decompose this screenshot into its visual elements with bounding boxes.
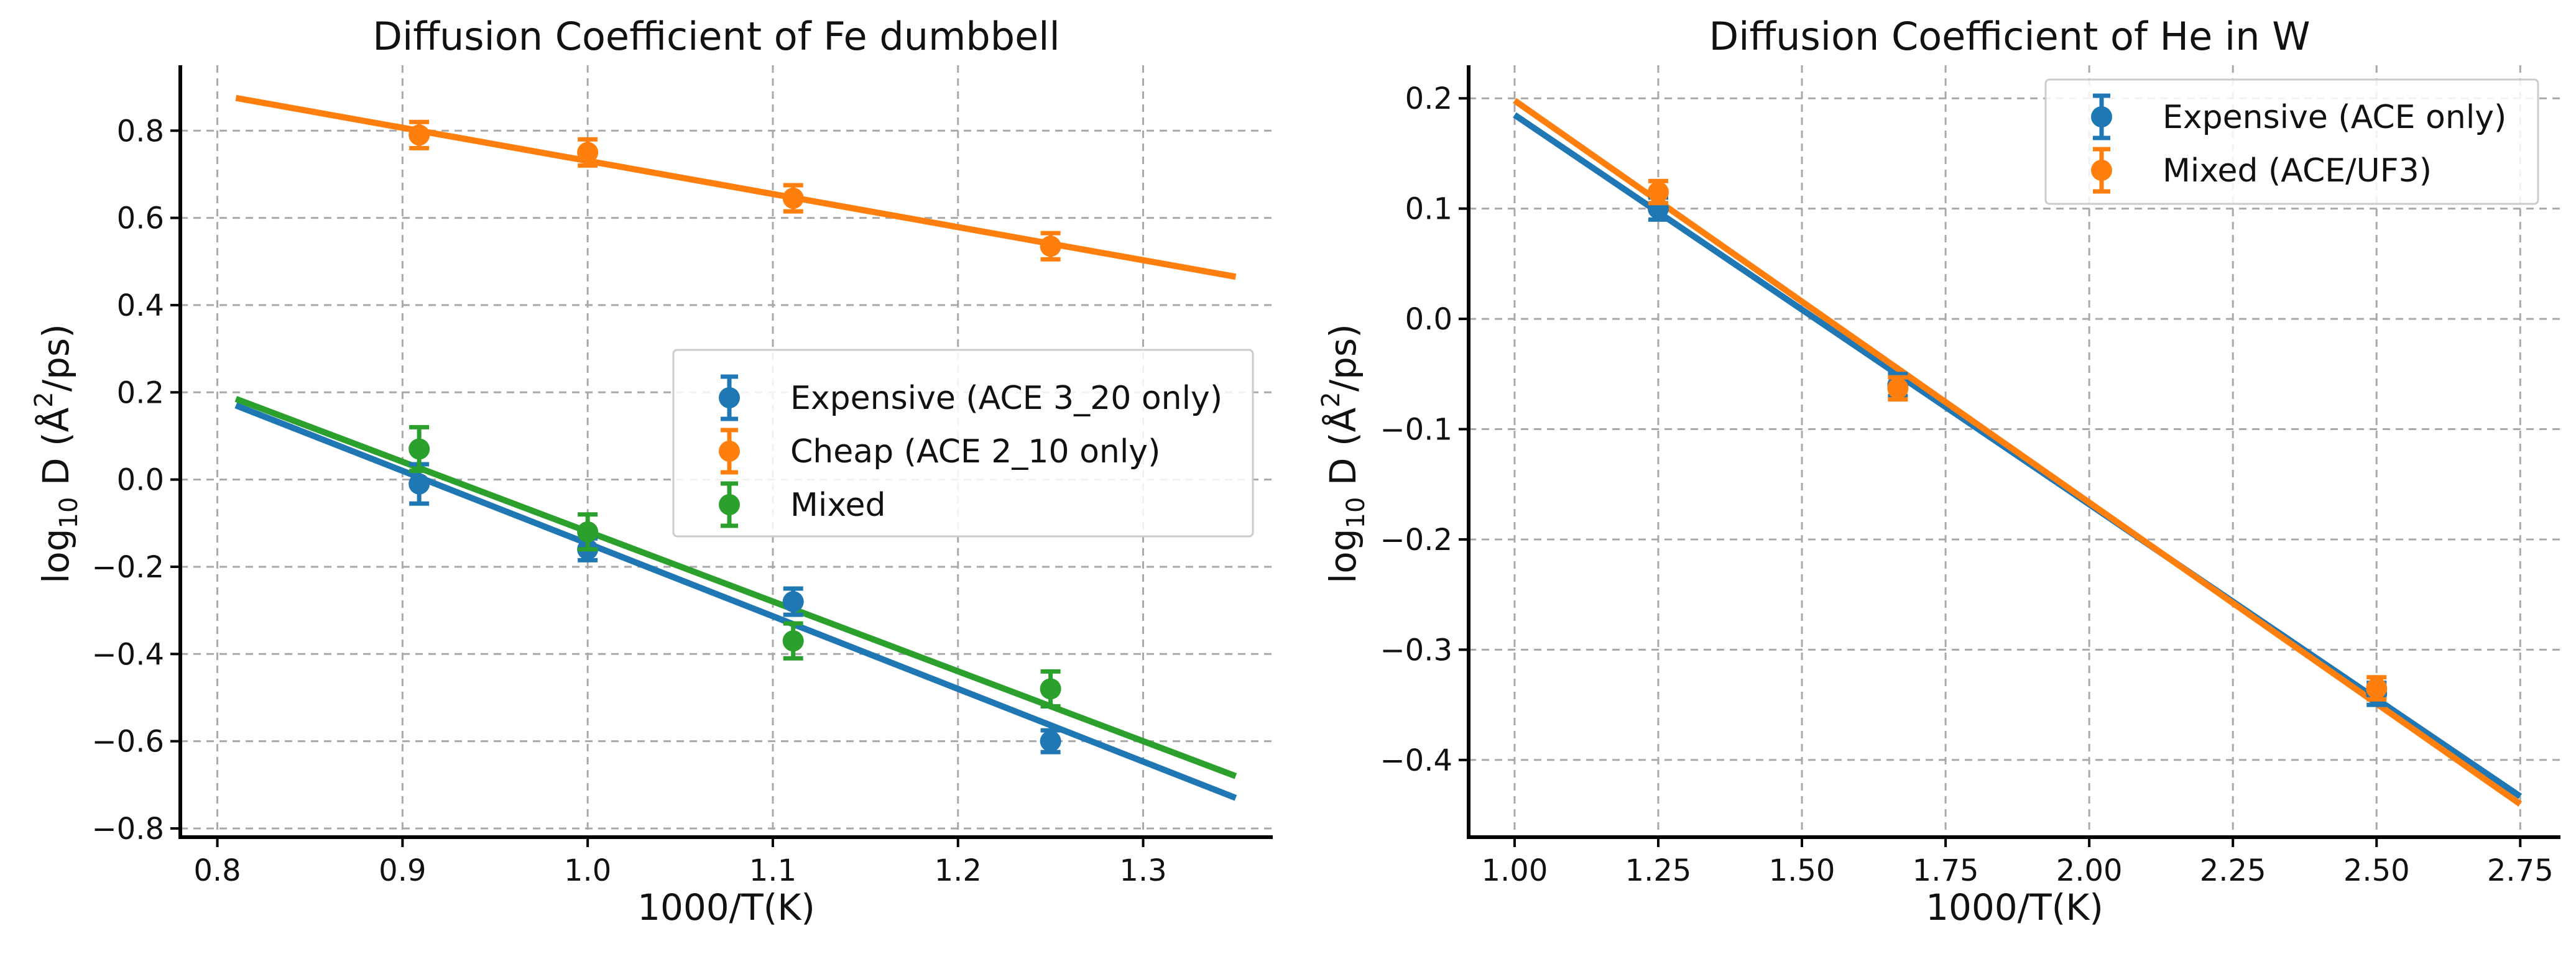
y-tick-label: −0.1 — [1380, 413, 1452, 447]
chart-title: Diffusion Coefficient of Fe dumbbell — [372, 14, 1059, 59]
data-points — [1647, 178, 2388, 707]
x-tick-label: 1.00 — [1481, 853, 1548, 888]
y-tick-label: 0.8 — [117, 114, 164, 149]
x-tick-label: 2.00 — [2056, 853, 2123, 888]
x-tick-label: 2.75 — [2487, 853, 2554, 888]
y-tick-label: −0.4 — [1380, 743, 1452, 778]
y-tick-label: 0.2 — [117, 375, 164, 410]
y-axis-label: log10 D (Å2/ps) — [1317, 324, 1370, 584]
y-tick-label: 0.0 — [117, 463, 164, 498]
fit-line — [234, 396, 1237, 779]
x-tick-label: 1.3 — [1119, 853, 1166, 888]
legend-label: Mixed (ACE/UF3) — [2163, 152, 2432, 190]
data-point — [782, 630, 804, 652]
y-tick-label: −0.4 — [91, 637, 164, 672]
x-tick-label: 2.50 — [2343, 853, 2410, 888]
data-point — [409, 438, 430, 460]
y-tick-label: 0.2 — [1405, 81, 1452, 116]
x-tick-label: 1.75 — [1913, 853, 1979, 888]
x-tick-label: 1.2 — [935, 853, 982, 888]
legend-label: Expensive (ACE only) — [2163, 99, 2506, 136]
gridlines — [1469, 65, 2560, 837]
legend-box — [672, 349, 1254, 538]
panel-fe-dumbbell: Diffusion Coefficient of Fe dumbbell 0.8… — [30, 14, 1273, 929]
legend-marker — [719, 441, 740, 462]
fit-lines — [234, 94, 1237, 801]
y-ticks: −0.8 −0.6 −0.4 −0.2 0.0 0.2 0.4 0.6 0.8 — [91, 114, 180, 846]
data-point — [1040, 236, 1061, 257]
y-ticks: −0.4 −0.3 −0.2 −0.1 0.0 0.1 0.2 — [1380, 81, 1469, 778]
x-tick-label: 1.0 — [564, 853, 611, 888]
y-tick-label: −0.2 — [91, 550, 164, 585]
data-point — [1647, 181, 1669, 203]
legend-entries: Expensive (ACE 3_20 only) Cheap (ACE 2_10… — [719, 374, 1222, 528]
y-tick-label: 0.6 — [117, 201, 164, 236]
legend-marker — [719, 494, 740, 515]
data-point — [2366, 677, 2388, 699]
data-point — [409, 473, 430, 495]
legend-marker — [719, 387, 740, 408]
data-point — [1040, 730, 1061, 752]
data-point — [1040, 678, 1061, 700]
panel-he-in-w: Diffusion Coefficient of He in W 1.00 1.2… — [1317, 14, 2560, 929]
x-tick-label: 1.50 — [1769, 853, 1835, 888]
fit-line — [1513, 98, 2523, 807]
fit-lines — [1513, 98, 2523, 807]
data-point — [577, 521, 599, 543]
data-point — [409, 124, 430, 146]
y-tick-label: −0.6 — [91, 725, 164, 759]
chart-title: Diffusion Coefficient of He in W — [1709, 14, 2311, 59]
x-ticks: 0.8 0.9 1.0 1.1 1.2 1.3 — [193, 837, 1167, 888]
fit-line — [234, 402, 1237, 801]
y-tick-label: −0.3 — [1380, 633, 1452, 667]
x-tick-label: 0.8 — [193, 853, 241, 888]
y-tick-label: 0.0 — [1405, 302, 1452, 337]
y-tick-label: 0.4 — [117, 288, 164, 323]
legend: Expensive (ACE 3_20 only) Cheap (ACE 2_10… — [672, 349, 1254, 538]
legend-label: Mixed — [790, 487, 886, 524]
x-ticks: 1.00 1.25 1.50 1.75 2.00 2.25 2.50 2.75 — [1481, 837, 2554, 888]
data-points — [409, 119, 1061, 754]
y-tick-label: −0.2 — [1380, 523, 1452, 557]
legend-entries: Expensive (ACE only) Mixed (ACE/UF3) — [2091, 93, 2506, 194]
data-point — [782, 591, 804, 613]
legend: Expensive (ACE only) Mixed (ACE/UF3) — [2044, 78, 2539, 205]
data-point — [1887, 377, 1909, 399]
legend-box — [2044, 78, 2539, 205]
legend-label: Expensive (ACE 3_20 only) — [790, 380, 1222, 417]
x-tick-label: 2.25 — [2200, 853, 2266, 888]
x-tick-label: 1.25 — [1625, 853, 1692, 888]
y-tick-label: −0.8 — [91, 812, 164, 846]
fit-line — [235, 94, 1237, 280]
x-axis-label: 1000/T(K) — [1926, 886, 2103, 929]
y-tick-label: 0.1 — [1405, 192, 1452, 227]
legend-marker — [2091, 106, 2112, 127]
x-axis-label: 1000/T(K) — [637, 886, 815, 929]
y-axis-label: log10 D (Å2/ps) — [30, 324, 83, 584]
legend-label: Cheap (ACE 2_10 only) — [790, 433, 1160, 470]
x-tick-label: 0.9 — [379, 853, 426, 888]
data-point — [782, 188, 804, 209]
x-tick-label: 1.1 — [749, 853, 796, 888]
legend-marker — [2091, 160, 2112, 181]
data-point — [577, 142, 599, 163]
